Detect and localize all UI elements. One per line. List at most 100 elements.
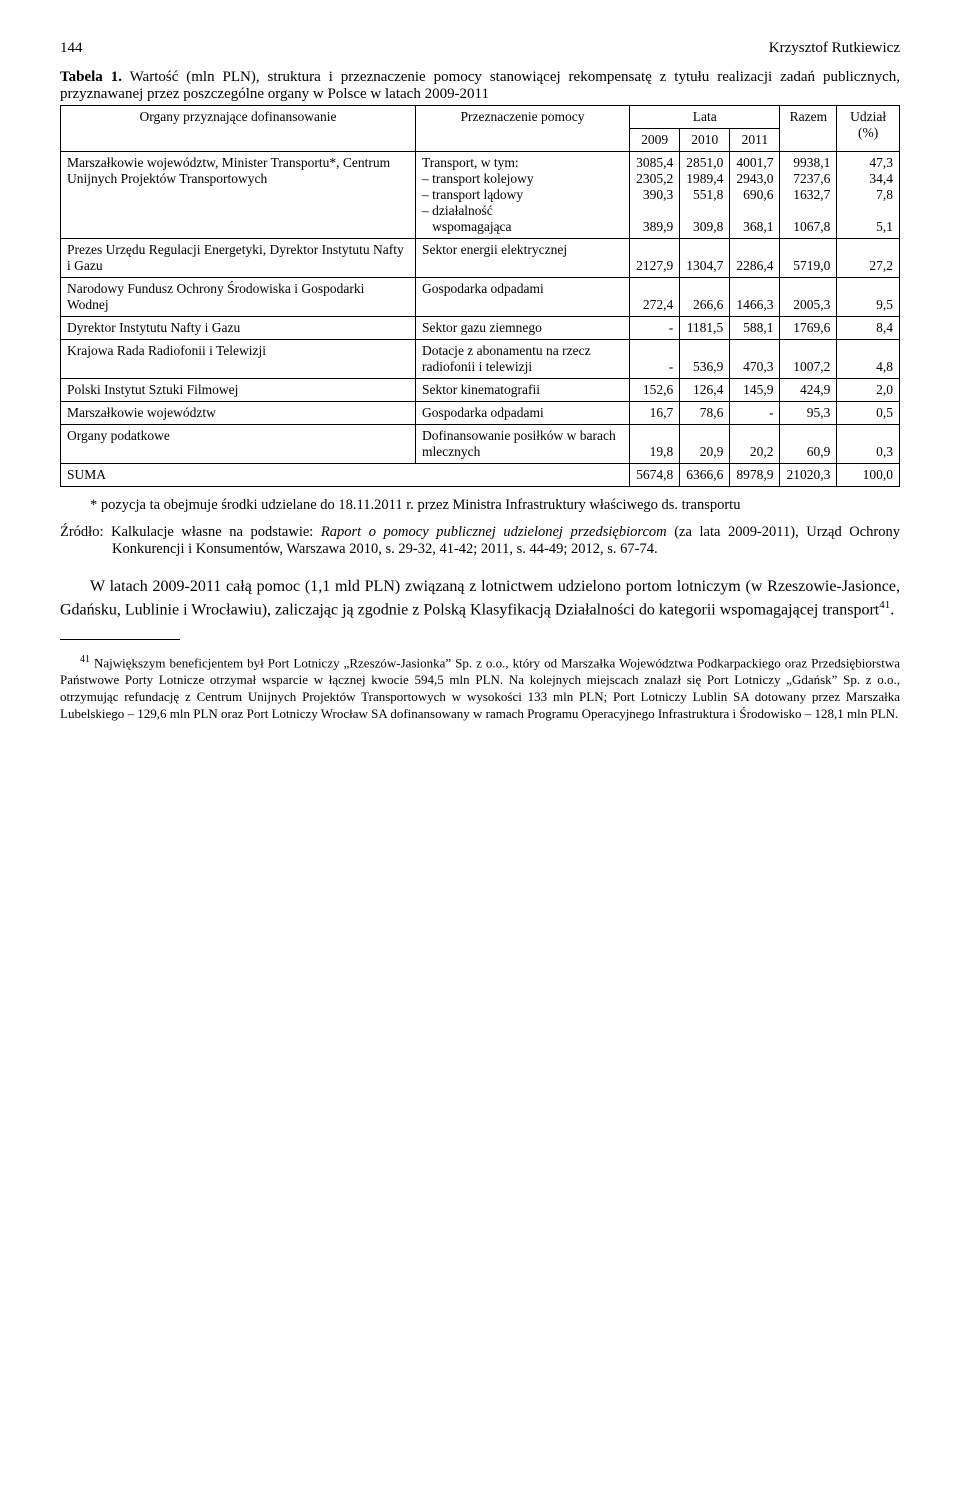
cell-line: 309,8 xyxy=(686,219,723,235)
col-2011: 2011 xyxy=(730,129,780,152)
cell-line: 389,9 xyxy=(636,219,673,235)
cell-przezn: Sektor kinematografii xyxy=(415,379,629,402)
footnote-separator xyxy=(60,639,180,640)
table-header-row-1: Organy przyznające dofinansowanie Przezn… xyxy=(61,106,900,129)
col-2009: 2009 xyxy=(630,129,680,152)
cell-line: – transport lądowy xyxy=(422,187,623,203)
cell-2011: 20,2 xyxy=(730,425,780,464)
cell-line: – działalność xyxy=(422,203,623,219)
cell-udzial: 8,4 xyxy=(837,317,900,340)
col-udzial: Udział (%) xyxy=(837,106,900,152)
cell-udzial: 9,5 xyxy=(837,278,900,317)
footnote-ref-41: 41 xyxy=(879,599,890,611)
table-row-sum: SUMA 5674,8 6366,6 8978,9 21020,3 100,0 xyxy=(61,464,900,487)
cell-line: 2305,2 xyxy=(636,171,673,187)
cell-2010: 126,4 xyxy=(680,379,730,402)
cell-organ: Narodowy Fundusz Ochrony Środowiska i Go… xyxy=(61,278,416,317)
running-header: 144 Krzysztof Rutkiewicz xyxy=(60,40,900,57)
cell-line xyxy=(736,203,773,219)
cell-organ: Organy podatkowe xyxy=(61,425,416,464)
cell-line: 1067,8 xyxy=(786,219,830,235)
cell-razem: 2005,3 xyxy=(780,278,837,317)
cell-razem: 5719,0 xyxy=(780,239,837,278)
cell-2010: 6366,6 xyxy=(680,464,730,487)
cell-przezn: Dotacje z abonamentu na rzecz radiofonii… xyxy=(415,340,629,379)
running-head-author: Krzysztof Rutkiewicz xyxy=(769,40,900,57)
cell-line: 1632,7 xyxy=(786,187,830,203)
cell-2009: 5674,8 xyxy=(630,464,680,487)
table-caption-text: Wartość (mln PLN), struktura i przeznacz… xyxy=(60,69,900,102)
body-text-b: . xyxy=(890,601,894,618)
cell-udzial: 100,0 xyxy=(837,464,900,487)
cell-2009: 16,7 xyxy=(630,402,680,425)
cell-line: 551,8 xyxy=(686,187,723,203)
cell-line: – transport kolejowy xyxy=(422,171,623,187)
table-caption: Tabela 1. Wartość (mln PLN), struktura i… xyxy=(60,69,900,103)
cell-udzial: 4,8 xyxy=(837,340,900,379)
cell-line xyxy=(686,203,723,219)
footnote-number: 41 xyxy=(80,654,90,665)
cell-line xyxy=(636,203,673,219)
cell-przezn: Gospodarka odpadami xyxy=(415,402,629,425)
cell-2011: 1466,3 xyxy=(730,278,780,317)
cell-przezn: Dofinansowanie posiłków w barach mleczny… xyxy=(415,425,629,464)
cell-2011: 2286,4 xyxy=(730,239,780,278)
cell-razem: 9938,1 7237,6 1632,7 1067,8 xyxy=(780,152,837,239)
table-caption-label: Tabela 1. xyxy=(60,69,122,85)
cell-2011: 8978,9 xyxy=(730,464,780,487)
col-przezn: Przeznaczenie pomocy xyxy=(415,106,629,152)
table-row: Marszałkowie województw, Minister Transp… xyxy=(61,152,900,239)
cell-line: wspomagająca xyxy=(422,219,623,235)
cell-organ: Marszałkowie województw xyxy=(61,402,416,425)
cell-2011: 588,1 xyxy=(730,317,780,340)
cell-line: 690,6 xyxy=(736,187,773,203)
cell-line: 390,3 xyxy=(636,187,673,203)
cell-razem: 60,9 xyxy=(780,425,837,464)
cell-line: 1989,4 xyxy=(686,171,723,187)
source-label: Źródło: xyxy=(60,524,111,540)
cell-2011: - xyxy=(730,402,780,425)
cell-2009: 152,6 xyxy=(630,379,680,402)
cell-line: 34,4 xyxy=(843,171,893,187)
cell-udzial: 2,0 xyxy=(837,379,900,402)
cell-2009: - xyxy=(630,340,680,379)
cell-line: 4001,7 xyxy=(736,155,773,171)
cell-razem: 1007,2 xyxy=(780,340,837,379)
cell-line: 2943,0 xyxy=(736,171,773,187)
page-number: 144 xyxy=(60,40,83,57)
cell-2010: 1181,5 xyxy=(680,317,730,340)
table-row: Dyrektor Instytutu Nafty i Gazu Sektor g… xyxy=(61,317,900,340)
cell-organ: Dyrektor Instytutu Nafty i Gazu xyxy=(61,317,416,340)
cell-2010: 536,9 xyxy=(680,340,730,379)
cell-2009: 3085,4 2305,2 390,3 389,9 xyxy=(630,152,680,239)
footnote-text: Największym beneficjentem był Port Lotni… xyxy=(60,655,900,721)
cell-line: 9938,1 xyxy=(786,155,830,171)
cell-2011: 4001,7 2943,0 690,6 368,1 xyxy=(730,152,780,239)
cell-line: 368,1 xyxy=(736,219,773,235)
cell-2009: - xyxy=(630,317,680,340)
cell-2009: 2127,9 xyxy=(630,239,680,278)
table-footnote: * pozycja ta obejmuje środki udzielane d… xyxy=(90,497,900,514)
body-paragraph: W latach 2009-2011 całą pomoc (1,1 mld P… xyxy=(60,576,900,621)
source-italic: Raport o pomocy publicznej udzielonej pr… xyxy=(321,524,667,540)
cell-organ: Marszałkowie województw, Minister Transp… xyxy=(61,152,416,239)
table-row: Polski Instytut Sztuki Filmowej Sektor k… xyxy=(61,379,900,402)
cell-line: 2851,0 xyxy=(686,155,723,171)
cell-razem: 424,9 xyxy=(780,379,837,402)
cell-2010: 78,6 xyxy=(680,402,730,425)
cell-przezn: Sektor gazu ziemnego xyxy=(415,317,629,340)
cell-line: 5,1 xyxy=(843,219,893,235)
cell-line: 7,8 xyxy=(843,187,893,203)
cell-line: Transport, w tym: xyxy=(422,155,623,171)
col-2010: 2010 xyxy=(680,129,730,152)
cell-organ: Polski Instytut Sztuki Filmowej xyxy=(61,379,416,402)
cell-2010: 266,6 xyxy=(680,278,730,317)
body-text-a: W latach 2009-2011 całą pomoc (1,1 mld P… xyxy=(60,578,900,618)
footnote-41: 41 Największym beneficjentem był Port Lo… xyxy=(60,653,900,723)
source-text-1: Kalkulacje własne na podstawie: xyxy=(111,524,321,540)
cell-line: 3085,4 xyxy=(636,155,673,171)
cell-2010: 2851,0 1989,4 551,8 309,8 xyxy=(680,152,730,239)
cell-przezn: Gospodarka odpadami xyxy=(415,278,629,317)
cell-razem: 95,3 xyxy=(780,402,837,425)
cell-line xyxy=(786,203,830,219)
